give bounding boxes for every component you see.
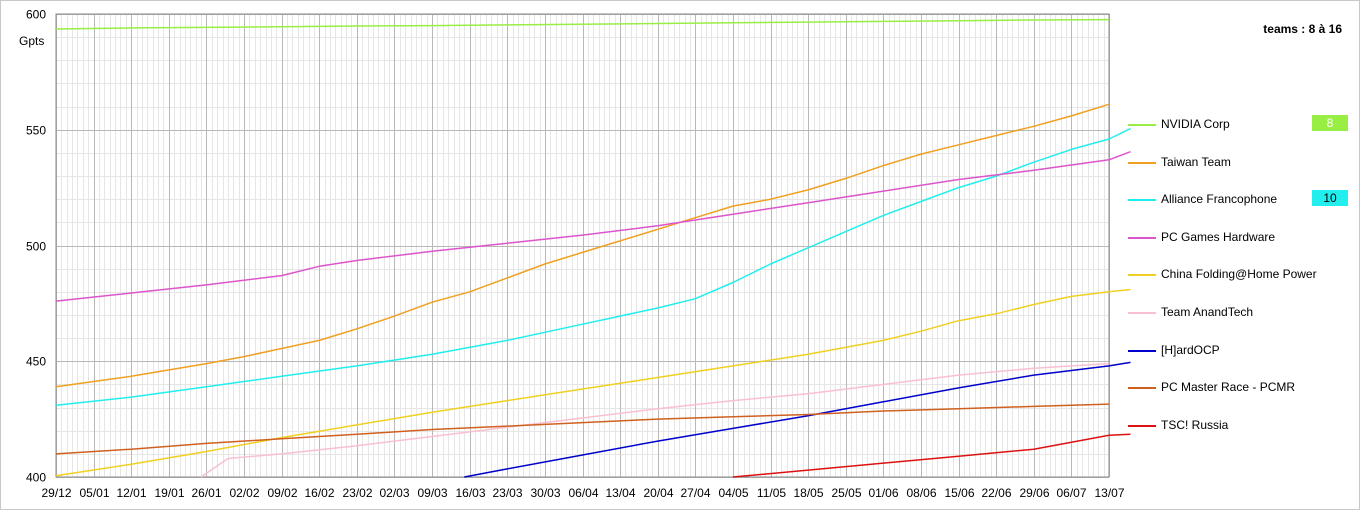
series-line-taiwan-team bbox=[55, 103, 1110, 388]
x-tick-label: 02/02 bbox=[229, 486, 259, 500]
x-tick-label: 29/06 bbox=[1019, 486, 1049, 500]
legend-label: [H]ardOCP bbox=[1161, 342, 1220, 357]
legend-item-pc-games-hardware: PC Games Hardware bbox=[1128, 229, 1350, 267]
legend-swatch bbox=[1128, 311, 1156, 314]
x-tick-label: 16/03 bbox=[455, 486, 485, 500]
x-tick-label: 19/01 bbox=[154, 486, 184, 500]
series-line-team-anandtech bbox=[200, 362, 1110, 478]
y-axis-ticks: 400 450 500 550 600 bbox=[26, 8, 46, 485]
x-tick-label: 26/01 bbox=[191, 486, 221, 500]
x-axis-ticks: 29/12 05/01 12/01 19/01 26/01 02/02 09/02 16/02… bbox=[41, 486, 1124, 500]
x-tick-label: 13/07 bbox=[1094, 486, 1124, 500]
x-tick-label: 20/04 bbox=[643, 486, 673, 500]
series-line-china-folding-home-power bbox=[55, 288, 1131, 477]
x-tick-label: 23/02 bbox=[342, 486, 372, 500]
legend-label: Alliance Francophone bbox=[1161, 192, 1278, 207]
x-tick-label: 11/05 bbox=[757, 486, 786, 500]
y-tick-label: 600 bbox=[26, 8, 46, 22]
series-line-pc-games-hardware bbox=[55, 150, 1131, 302]
series-line-tsc-russia bbox=[732, 433, 1131, 478]
legend-swatch bbox=[1128, 349, 1156, 352]
legend-item-alliance-francophone: Alliance Francophone 10 bbox=[1128, 190, 1350, 229]
x-tick-label: 16/02 bbox=[304, 486, 334, 500]
legend: NVIDIA Corp 8 Taiwan Team Alliance Francoph… bbox=[1128, 115, 1350, 455]
y-tick-label: 450 bbox=[26, 355, 46, 369]
series-line-nvidia-corp bbox=[55, 18, 1110, 30]
legend-item-china-folding-home-power: China Folding@Home Power bbox=[1128, 266, 1350, 304]
x-tick-label: 09/03 bbox=[417, 486, 447, 500]
x-tick-label: 12/01 bbox=[116, 486, 146, 500]
y-tick-label: 500 bbox=[26, 240, 46, 254]
legend-item-tsc-russia: TSC! Russia bbox=[1128, 417, 1350, 455]
legend-swatch bbox=[1128, 424, 1156, 427]
legend-rank-badge: 8 bbox=[1312, 115, 1348, 131]
plot-area bbox=[55, 13, 1110, 478]
series-lines bbox=[55, 18, 1131, 478]
x-tick-label: 04/05 bbox=[718, 486, 748, 500]
legend-swatch bbox=[1128, 124, 1156, 126]
legend-item-pc-master-race-pcmr: PC Master Race - PCMR bbox=[1128, 379, 1350, 417]
legend-label: PC Games Hardware bbox=[1161, 229, 1276, 244]
chart-title: teams : 8 à 16 bbox=[1263, 22, 1342, 36]
y-axis-label: Gpts bbox=[19, 34, 44, 48]
x-tick-label: 01/06 bbox=[868, 486, 898, 500]
x-tick-label: 15/06 bbox=[944, 486, 974, 500]
legend-label: China Folding@Home Power bbox=[1161, 267, 1317, 282]
x-tick-label: 25/05 bbox=[831, 486, 861, 500]
legend-label: Team AnandTech bbox=[1161, 304, 1254, 319]
x-tick-label: 08/06 bbox=[906, 486, 936, 500]
x-tick-label: 06/04 bbox=[568, 486, 598, 500]
x-tick-label: 06/07 bbox=[1056, 486, 1086, 500]
y-tick-label: 550 bbox=[26, 124, 46, 138]
legend-label: NVIDIA Corp bbox=[1161, 117, 1230, 131]
x-tick-label: 18/05 bbox=[793, 486, 823, 500]
minor-gridlines bbox=[56, 14, 1109, 477]
legend-item-nvidia-corp: NVIDIA Corp 8 bbox=[1128, 115, 1350, 154]
series-line-pc-master-race-pcmr bbox=[55, 403, 1110, 455]
x-tick-label: 02/03 bbox=[379, 486, 409, 500]
legend-item-taiwan-team: Taiwan Team bbox=[1128, 154, 1350, 192]
series-line-alliance-francophone bbox=[55, 127, 1131, 406]
y-tick-label: 400 bbox=[26, 471, 46, 485]
x-tick-label: 13/04 bbox=[605, 486, 635, 500]
x-tick-label: 22/06 bbox=[981, 486, 1011, 500]
legend-item-team-anandtech: Team AnandTech bbox=[1128, 304, 1350, 342]
x-tick-label: 05/01 bbox=[79, 486, 109, 500]
legend-swatch bbox=[1128, 387, 1156, 390]
x-tick-label: 23/03 bbox=[492, 486, 522, 500]
x-tick-label: 09/02 bbox=[267, 486, 297, 500]
legend-label: PC Master Race - PCMR bbox=[1161, 380, 1296, 395]
legend-label: Taiwan Team bbox=[1161, 154, 1231, 169]
legend-swatch bbox=[1128, 199, 1156, 202]
x-tick-label: 30/03 bbox=[530, 486, 560, 500]
legend-swatch bbox=[1128, 236, 1156, 239]
series-line-h-ardocp bbox=[464, 361, 1131, 478]
legend-swatch bbox=[1128, 274, 1156, 277]
legend-item-h-ardocp: [H]ardOCP bbox=[1128, 342, 1350, 380]
x-tick-label: 27/04 bbox=[680, 486, 710, 500]
legend-swatch bbox=[1128, 161, 1156, 164]
legend-label: TSC! Russia bbox=[1161, 417, 1229, 432]
x-tick-label: 29/12 bbox=[41, 486, 71, 500]
legend-rank-badge: 10 bbox=[1312, 190, 1348, 207]
